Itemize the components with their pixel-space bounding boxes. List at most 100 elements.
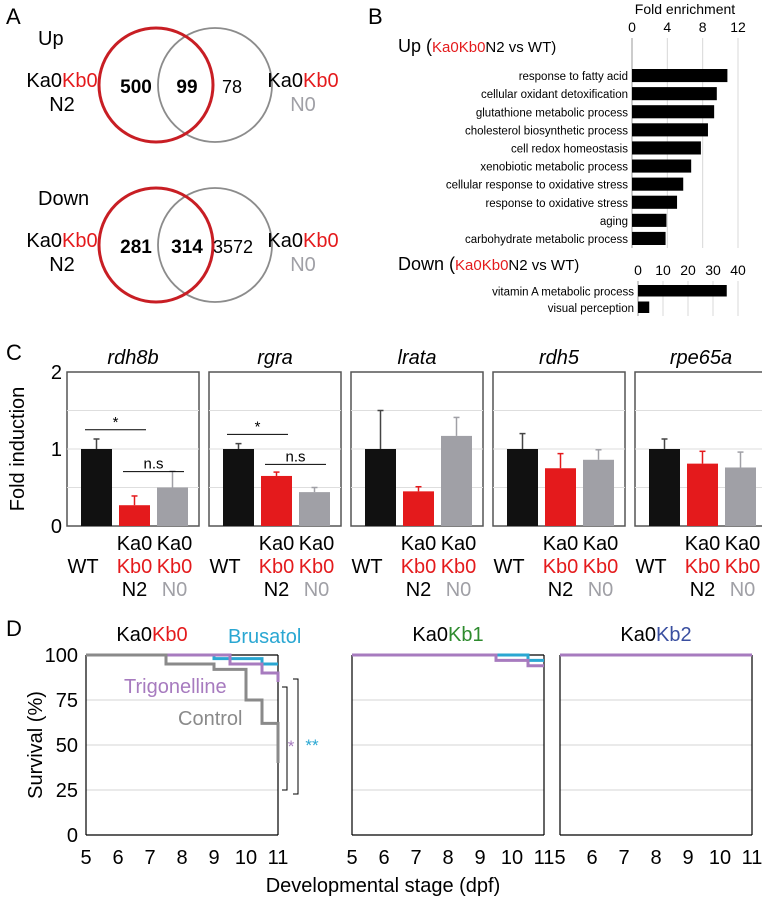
c-group-label: N0 [162,579,188,601]
venn-overlap-count: 99 [176,77,197,98]
d-series-label: Trigonelline [124,676,227,698]
d-xtick-label: 7 [144,847,155,869]
go-up-chart: Up (Ka0Kb0N2 vs WT) Fold enrichment 0 4 8 12 r… [398,1,746,248]
go-bar [632,231,666,245]
c-group-label: WT [209,556,240,578]
go-term-label: xenobiotic metabolic process [480,162,628,174]
go-term-label: vitamin A metabolic process [492,286,634,298]
d-panel-title: Ka0Kb0 [116,624,187,646]
c-bar [583,459,614,526]
venn-title: Up [38,28,64,50]
d-ylabel: Survival (%) [25,691,47,799]
d-xtick-label: 5 [346,847,357,869]
c-group-label: Kb0 [401,556,437,578]
c-group-label: Ka0 [685,533,721,555]
c-group-label: N2 [406,579,432,601]
d-ytick-label: 0 [67,825,78,847]
d-survival-line [86,653,280,682]
venn-circle-right [157,187,273,303]
go-term-label: glutathione metabolic process [476,107,628,119]
c-group-label: WT [67,556,98,578]
go-bar [632,177,684,191]
d-ytick-label: 25 [56,780,78,802]
d-xlabel: Developmental stage (dpf) [266,875,501,897]
c-group-label: Kb0 [685,556,721,578]
c-bar [261,475,292,526]
go-bar [638,285,727,297]
go-term-label: response to oxidative stress [485,198,628,210]
venn-left-genotype: Ka0Kb0 [26,70,97,92]
c-group-label: N2 [264,579,290,601]
d-sig-bracket [293,678,299,795]
d-xtick-label: 10 [501,847,523,869]
go-term-label: carbohydrate metabolic process [465,234,628,246]
venn-left-subline: N2 [49,94,75,116]
go-term-label: cellular response to oxidative stress [446,180,628,192]
d-xtick-label: 8 [176,847,187,869]
c-group-label: Kb0 [259,556,295,578]
go-bar [632,195,678,209]
d-xtick-label: 8 [650,847,661,869]
d-xtick-label: 6 [378,847,389,869]
go-bar [632,123,708,137]
c-ytick-label: 0 [51,516,62,538]
c-group-label: N0 [588,579,614,601]
go-term-label: aging [600,216,628,228]
c-group-label: N2 [690,579,716,601]
panel-label-c: C [6,340,22,365]
d-panel-title: Ka0Kb1 [412,624,483,646]
d-xtick-label: 10 [709,847,731,869]
go-down-chart: Down (Ka0Kb0N2 vs WT) 0 10 20 30 40 vitamin A … [398,254,746,316]
go-bar [638,301,650,313]
d-xtick-label: 8 [442,847,453,869]
go-bar [632,213,667,227]
c-sig-label: * [255,418,261,435]
c-group-label: N0 [446,579,472,601]
go-xtick-label: 0 [628,19,636,35]
c-group-label: Ka0 [441,533,477,555]
c-bar [403,491,434,526]
c-bar [441,435,472,526]
c-group-label: N0 [730,579,756,601]
c-group-label: N2 [122,579,148,601]
go-xtick-label: 40 [730,262,746,278]
go-term-label: response to fatty acid [519,71,628,83]
d-xtick-label: 9 [474,847,485,869]
d-xtick-label: 7 [410,847,421,869]
d-sig-label: * [288,737,295,756]
venn-circle-left [97,186,215,304]
go-term-label: visual perception [548,303,634,315]
c-gene-title: rgra [257,347,293,369]
venn-overlap-count: 314 [171,237,203,258]
d-ytick-label: 100 [45,645,78,667]
c-group-label: Kb0 [583,556,619,578]
fold-induction-chart: Fold induction012rdh8b*n.sWTKa0Kb0N2Ka0K… [7,347,762,601]
d-xtick-label: 5 [554,847,565,869]
c-group-label: Ka0 [299,533,335,555]
venn-right-genotype: Ka0Kb0 [267,70,338,92]
d-ytick-label: 50 [56,735,78,757]
c-sig-label: n.s [143,456,163,473]
d-survival-line [86,653,280,763]
c-gene-title: lrata [398,347,437,369]
go-bar [632,69,728,83]
go-term-label: cholesterol biosynthetic process [465,125,628,137]
d-sig-bracket [282,686,288,791]
panel-label-b: B [368,4,383,29]
go-xtick-label: 12 [730,19,746,35]
c-ytick-label: 1 [51,439,62,461]
go-xtick-label: 30 [705,262,721,278]
go-xtick-label: 10 [655,262,671,278]
c-group-label: Ka0 [725,533,761,555]
d-xtick-label: 11 [534,847,555,869]
c-ytick-label: 2 [51,362,62,384]
c-group-label: Ka0 [117,533,153,555]
d-xtick-label: 6 [112,847,123,869]
go-title: Down (Ka0Kb0N2 vs WT) [398,254,579,274]
c-group-label: Ka0 [543,533,579,555]
go-term-label: cellular oxidant detoxification [481,89,628,101]
c-group-label: Kb0 [117,556,153,578]
c-group-label: WT [493,556,524,578]
